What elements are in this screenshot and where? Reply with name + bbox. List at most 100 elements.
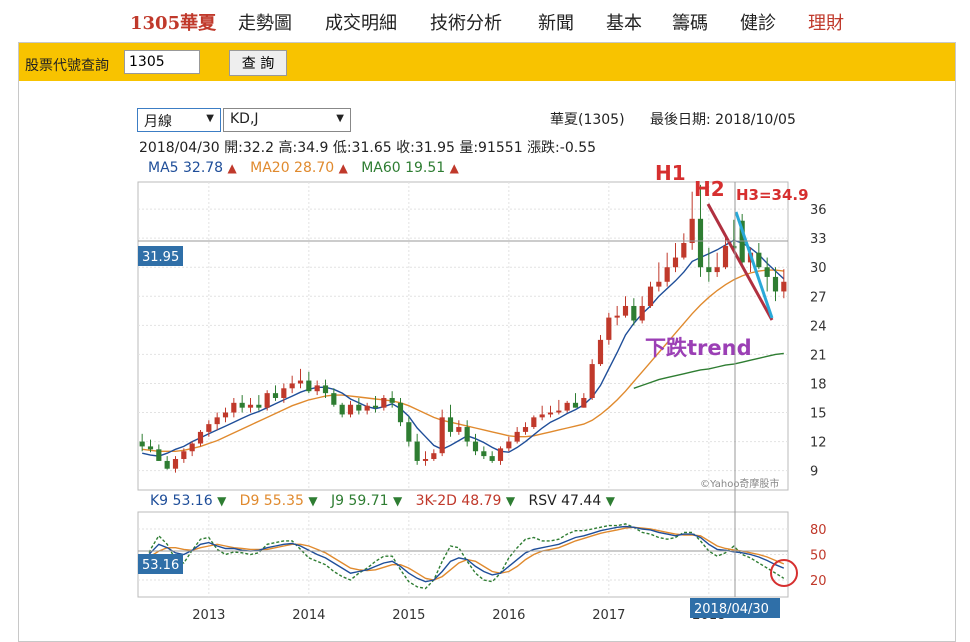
nav-item-news[interactable]: 新聞 — [538, 13, 574, 34]
nav-item-technical[interactable]: 技術分析 — [430, 13, 502, 34]
kd-tick-label: 50 — [810, 549, 827, 564]
nav-item-chips[interactable]: 籌碼 — [672, 13, 708, 34]
indicator-select-value: KD,J — [230, 111, 259, 127]
candle — [581, 397, 587, 408]
kd-tag — [138, 554, 183, 574]
candle — [197, 431, 204, 444]
period-select[interactable]: 月線 ▼ — [137, 108, 221, 132]
nav-item-trades[interactable]: 成交明細 — [325, 13, 397, 34]
stock-code-input[interactable] — [124, 50, 200, 74]
ma60-line — [633, 352, 784, 389]
up-arrow-icon: ▲ — [449, 161, 459, 175]
price-tick-label: 27 — [810, 290, 827, 305]
price-tick-label: 33 — [810, 232, 827, 247]
candle — [281, 388, 287, 398]
candle — [572, 402, 579, 408]
price-tag — [138, 246, 183, 266]
candle — [481, 451, 487, 457]
candle — [781, 281, 787, 292]
candle — [456, 427, 462, 432]
up-arrow-icon: ▲ — [227, 161, 237, 175]
candle — [472, 441, 479, 452]
nav-item-basic[interactable]: 基本 — [606, 13, 642, 34]
annotation-h2: H2 — [694, 177, 725, 201]
candle — [414, 441, 420, 461]
ma20-line — [142, 269, 784, 452]
nav-item-chart[interactable]: 走勢圖 — [238, 13, 292, 34]
candle — [764, 267, 770, 277]
candle — [256, 404, 262, 408]
candle — [522, 427, 529, 432]
nav-item-health[interactable]: 健診 — [740, 13, 776, 34]
candle — [772, 276, 779, 292]
candle — [489, 456, 495, 461]
ma5-label: MA5 32.78 — [148, 160, 224, 176]
indicator-select[interactable]: KD,J ▼ — [223, 108, 351, 132]
candle — [247, 404, 254, 408]
top-nav: 1305華夏 走勢圖 成交明細 技術分析 新聞 基本 籌碼 健診 理財 — [0, 0, 970, 40]
highlight-circle — [770, 559, 798, 587]
candle — [547, 412, 554, 415]
d9-label: D9 55.35 — [239, 493, 304, 509]
nav-item-finance[interactable]: 理財 — [808, 13, 844, 34]
candle — [439, 417, 445, 454]
candle — [339, 404, 345, 415]
candle — [506, 441, 512, 449]
candle — [647, 286, 654, 306]
candle — [322, 385, 329, 394]
search-bar: 股票代號查詢 查 詢 — [19, 43, 955, 81]
candle — [672, 257, 679, 268]
candle — [639, 305, 645, 321]
price-tick-label: 36 — [810, 203, 827, 218]
candle — [231, 402, 237, 413]
annotation-trend: 下跌trend — [645, 336, 752, 360]
candle — [722, 245, 729, 268]
k3d-label: 3K-2D 48.79 — [415, 493, 502, 509]
candle — [614, 315, 620, 318]
candle — [172, 459, 179, 469]
ma5-line — [142, 239, 785, 457]
ohlc-low: 低:31.65 — [332, 140, 392, 156]
price-plot-frame — [137, 181, 789, 491]
price-tick-label: 9 — [810, 465, 818, 480]
kd-tag-text: 53.16 — [142, 558, 179, 573]
candle — [589, 364, 595, 398]
year-tick-label: 2013 — [192, 608, 225, 623]
price-tick-label: 18 — [810, 377, 827, 392]
candle — [272, 393, 279, 398]
ohlc-open: 開:32.2 — [224, 140, 275, 156]
candle — [331, 393, 337, 405]
chevron-down-icon: ▼ — [206, 113, 214, 124]
candle — [189, 443, 195, 452]
j9-label: J9 59.71 — [330, 493, 389, 509]
last-date: 最後日期: 2018/10/05 — [650, 112, 796, 128]
search-label: 股票代號查詢 — [25, 58, 109, 74]
down-arrow-icon: ▼ — [308, 494, 318, 508]
ohlc-close: 收:31.95 — [396, 140, 455, 156]
candle — [347, 404, 354, 415]
kd-tick-label: 20 — [810, 574, 827, 589]
rsv-label: RSV 47.44 — [528, 493, 602, 509]
candle — [164, 460, 170, 469]
search-button[interactable]: 查 詢 — [229, 50, 287, 76]
candle — [264, 393, 270, 408]
candle — [356, 404, 362, 411]
kd-legend: K9 53.16 ▼ D9 55.35 ▼ J9 59.71 ▼ 3K-2D 4… — [150, 493, 615, 509]
price-tick-label: 12 — [810, 436, 827, 451]
candle — [431, 453, 437, 460]
price-tick-label: 15 — [810, 407, 827, 422]
candle — [664, 267, 670, 282]
down-arrow-icon: ▼ — [605, 494, 615, 508]
ohlc-date: 2018/04/30 — [139, 140, 220, 156]
nav-stock-title[interactable]: 1305華夏 — [130, 13, 217, 34]
date-tag — [690, 598, 780, 618]
candle — [606, 317, 612, 340]
candle — [422, 459, 429, 461]
candle — [464, 427, 470, 442]
year-tick-label: 2017 — [592, 608, 625, 623]
j9-line — [141, 523, 785, 590]
k9-label: K9 53.16 — [150, 493, 213, 509]
candle — [556, 410, 562, 413]
ma20-label: MA20 28.70 — [250, 160, 335, 176]
date-tag-text: 2018/04/30 — [694, 602, 769, 617]
